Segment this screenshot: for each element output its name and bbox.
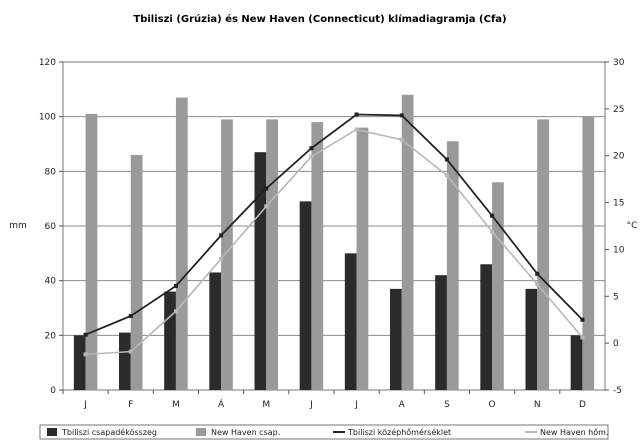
y-tick-right: -5 — [613, 386, 622, 396]
line-point — [399, 137, 404, 142]
line-point — [173, 309, 178, 314]
line-tbilisi-temp — [85, 113, 584, 336]
legend-swatch — [196, 428, 206, 436]
line-point — [219, 256, 224, 261]
bar-newhaven-precip — [221, 119, 233, 391]
bar-tbilisi-precip — [299, 201, 312, 390]
y-tick-left: 120 — [39, 58, 56, 68]
legend-label: New Haven csap. — [211, 428, 280, 437]
line-point — [444, 157, 449, 162]
y-tick-right: 30 — [613, 58, 625, 68]
line-point — [128, 349, 133, 354]
line-point — [219, 233, 224, 238]
bar-newhaven-precip — [175, 97, 188, 391]
y-tick-right: 5 — [613, 292, 619, 302]
y-axis-right-label: °C — [627, 221, 638, 231]
line-point — [83, 352, 88, 357]
x-tick-label: S — [444, 400, 450, 410]
bar-tbilisi-precip — [164, 291, 176, 390]
x-tick-label: Á — [218, 398, 225, 410]
gridlines — [63, 116, 605, 336]
x-tick-label: J — [354, 400, 358, 410]
y-tick-right: 10 — [613, 245, 625, 255]
x-tick-label: F — [128, 400, 133, 410]
line-point — [354, 127, 359, 132]
y-tick-left: 40 — [45, 277, 57, 287]
bar-newhaven-precip — [85, 113, 98, 390]
line-point — [173, 283, 178, 288]
bar-newhaven-precip — [311, 122, 324, 390]
bar-tbilisi-precip — [480, 264, 493, 390]
line-point — [83, 332, 88, 337]
bar-tbilisi-precip — [119, 332, 131, 390]
line-point — [354, 112, 359, 117]
legend-label: Tbiliszi csapadékösszeg — [61, 427, 157, 437]
legend-label: Tbiliszi középhőmérséklet — [347, 427, 451, 437]
bar-newhaven-precip — [446, 141, 459, 390]
legend-label: New Haven hőm. — [540, 428, 608, 437]
line-point — [399, 113, 404, 118]
x-tick-label: M — [172, 400, 180, 410]
bar-tbilisi-precip — [435, 275, 447, 390]
x-tick-label: J — [83, 400, 87, 410]
line-point — [580, 335, 585, 340]
bars — [73, 94, 595, 391]
line-point — [580, 317, 585, 322]
y-tick-right: 20 — [613, 152, 625, 162]
bar-tbilisi-precip — [570, 335, 583, 390]
legend-box — [39, 424, 609, 440]
y-axis-right: -5 0 5 10 15 20 25 30 — [605, 58, 625, 396]
x-tick-label: O — [489, 400, 496, 410]
x-tick-label: N — [534, 400, 541, 410]
x-tick-label: J — [309, 400, 313, 410]
line-point — [309, 146, 314, 151]
legend: Tbiliszi csapadékösszeg New Haven csap. Tb… — [47, 427, 608, 437]
line-point — [490, 213, 495, 218]
bar-newhaven-precip — [582, 116, 595, 391]
bar-tbilisi-precip — [73, 335, 86, 390]
y-tick-left: 0 — [50, 386, 56, 396]
bar-tbilisi-precip — [209, 272, 222, 390]
line-point — [535, 282, 540, 287]
bar-newhaven-precip — [537, 119, 549, 391]
y-tick-left: 100 — [39, 113, 56, 123]
y-tick-right: 25 — [613, 105, 624, 115]
bar-tbilisi-precip — [390, 288, 402, 390]
bar-tbilisi-precip — [344, 253, 357, 390]
y-axis-left: 0 20 40 60 80 100 120 — [39, 58, 63, 396]
bar-newhaven-precip — [266, 119, 278, 391]
line-point — [444, 173, 449, 178]
legend-swatch — [47, 428, 57, 436]
chart-title: Tbiliszi (Grúzia) és New Haven (Connecti… — [133, 13, 506, 25]
y-tick-right: 0 — [613, 339, 619, 349]
bar-newhaven-precip — [130, 154, 143, 390]
bar-newhaven-precip — [356, 127, 369, 390]
bar-newhaven-precip — [401, 94, 414, 391]
x-tick-label: A — [399, 400, 406, 410]
line-point — [309, 154, 314, 159]
line-point — [128, 313, 133, 318]
lines — [83, 112, 585, 357]
y-tick-left: 20 — [45, 331, 57, 341]
bar-newhaven-precip — [492, 182, 504, 390]
bar-tbilisi-precip — [254, 152, 267, 390]
x-tick-label: D — [579, 400, 586, 410]
y-tick-right: 15 — [613, 199, 624, 209]
line-point — [535, 271, 540, 276]
line-point — [264, 186, 269, 191]
line-point — [490, 229, 495, 234]
line-point — [264, 204, 269, 209]
y-tick-left: 60 — [45, 222, 57, 232]
line-newhaven-temp — [85, 128, 584, 356]
x-tick-label: M — [262, 400, 270, 410]
bar-tbilisi-precip — [525, 288, 538, 390]
y-tick-left: 80 — [45, 167, 57, 177]
y-axis-left-label: mm — [9, 221, 27, 231]
